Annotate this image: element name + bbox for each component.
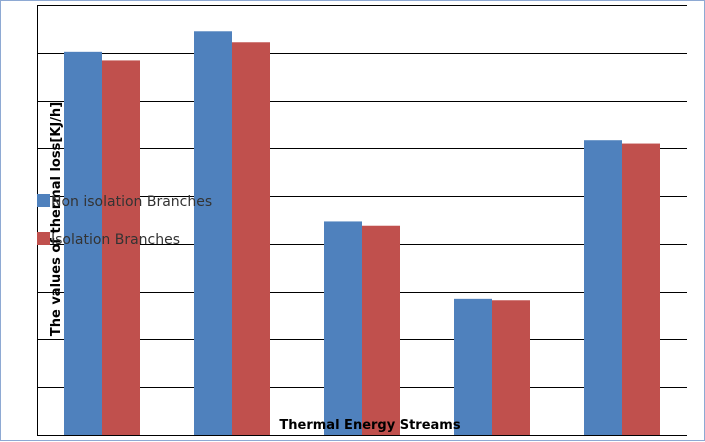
legend-swatch-1	[37, 194, 50, 207]
legend-label-2: Isolation Branches	[51, 232, 180, 248]
bar-isolation-4	[492, 300, 530, 435]
bar-non-isolation-4	[454, 298, 492, 435]
bars	[64, 31, 660, 436]
bar-isolation-5	[622, 143, 660, 436]
gridlines	[37, 5, 687, 388]
bar-isolation-2	[232, 42, 270, 436]
x-axis-title: Thermal Energy Streams	[279, 418, 460, 433]
legend: Non isolation Branches Isolation Branches	[37, 194, 212, 248]
legend-label-1: Non isolation Branches	[51, 194, 212, 210]
bar-non-isolation-2	[194, 31, 232, 436]
legend-swatch-2	[37, 232, 50, 245]
bar-non-isolation-5	[584, 140, 622, 435]
bar-isolation-3	[362, 225, 400, 435]
bar-non-isolation-3	[324, 221, 362, 435]
bar-non-isolation-1	[64, 51, 102, 435]
y-axis-title: The values of thermal loss[KJ/h]	[49, 102, 64, 336]
bar-isolation-1	[102, 60, 140, 436]
